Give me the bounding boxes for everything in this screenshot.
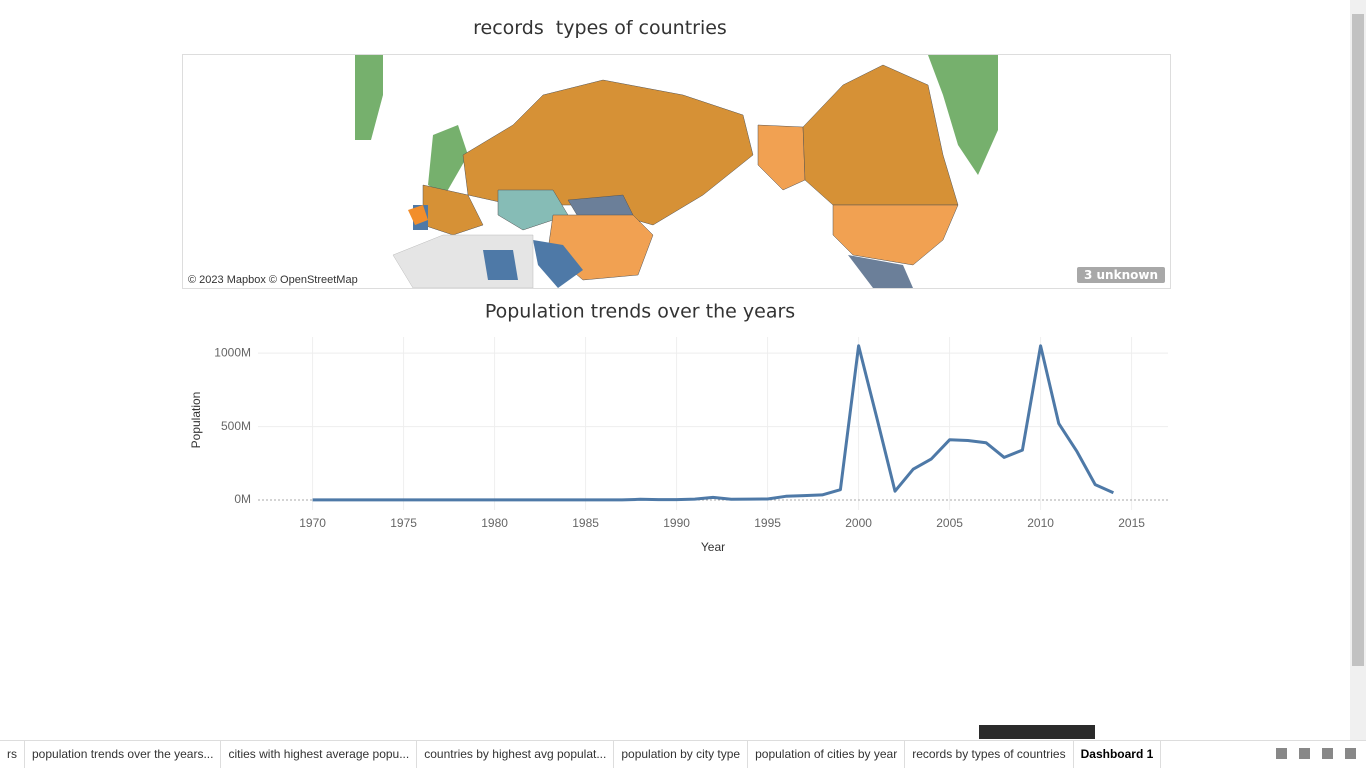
y-tick-label: 500M bbox=[221, 419, 251, 433]
x-tick-label: 1980 bbox=[481, 516, 508, 530]
map[interactable]: © 2023 Mapbox © OpenStreetMap 3 unknown bbox=[182, 54, 1171, 289]
x-tick-label: 2015 bbox=[1118, 516, 1145, 530]
y-axis-label: Population bbox=[189, 392, 203, 449]
mexico bbox=[848, 255, 913, 288]
sheet-tab[interactable]: rs bbox=[0, 741, 25, 768]
chart-title: Population trends over the years bbox=[485, 301, 795, 323]
x-tick-label: 2000 bbox=[845, 516, 872, 530]
greenland bbox=[928, 55, 998, 175]
x-tick-label: 1970 bbox=[299, 516, 326, 530]
x-tick-label: 1990 bbox=[663, 516, 690, 530]
x-tick-label: 2005 bbox=[936, 516, 963, 530]
usa bbox=[832, 204, 959, 266]
map-title: records types of countries bbox=[473, 17, 727, 39]
sheet-tab[interactable]: population by city type bbox=[614, 741, 749, 768]
line bbox=[312, 344, 1115, 502]
x-tick-label: 2010 bbox=[1027, 516, 1054, 530]
x-axis-label: Year bbox=[701, 540, 725, 554]
sheet-tab[interactable]: countries by highest avg populat... bbox=[417, 741, 615, 768]
x-tick-label: 1985 bbox=[572, 516, 599, 530]
y-tick-label: 1000M bbox=[214, 345, 251, 359]
map-attribution: © 2023 Mapbox © OpenStreetMap bbox=[188, 274, 358, 286]
scrollbar[interactable] bbox=[1350, 0, 1366, 740]
sheet-tab[interactable]: records by types of countries bbox=[905, 741, 1074, 768]
map-shapes bbox=[355, 55, 998, 288]
sheet-tabs: rs population trends over the years... cit… bbox=[0, 740, 1366, 768]
sheet-tab[interactable]: population trends over the years... bbox=[25, 741, 222, 768]
sheet-tab[interactable]: cities with highest average popu... bbox=[221, 741, 418, 768]
sheet-tab[interactable]: Dashboard 1 bbox=[1074, 741, 1162, 768]
india bbox=[533, 240, 583, 288]
tooltip-bar bbox=[979, 725, 1095, 739]
alaska bbox=[757, 124, 806, 191]
greenland-west bbox=[355, 55, 383, 140]
arabia bbox=[483, 250, 518, 280]
x-tick-label: 1975 bbox=[390, 516, 417, 530]
tab-controls bbox=[1276, 748, 1356, 759]
kazakhstan bbox=[497, 189, 569, 231]
x-tick-label: 1995 bbox=[754, 516, 781, 530]
france bbox=[408, 205, 428, 225]
scroll-thumb[interactable] bbox=[1352, 14, 1364, 666]
unknown-badge[interactable]: 3 unknown bbox=[1076, 267, 1165, 283]
line-chart: Population trends over the years Year Po… bbox=[189, 301, 1168, 554]
view-toggle[interactable] bbox=[1276, 748, 1287, 759]
view-toggle[interactable] bbox=[1299, 748, 1310, 759]
canada bbox=[802, 64, 959, 206]
fullscreen[interactable] bbox=[1345, 748, 1356, 759]
sheet-tab[interactable]: population of cities by year bbox=[748, 741, 906, 768]
y-tick-label: 0M bbox=[234, 492, 251, 506]
nav-prev[interactable] bbox=[1322, 748, 1333, 759]
scandinavia bbox=[428, 125, 468, 195]
